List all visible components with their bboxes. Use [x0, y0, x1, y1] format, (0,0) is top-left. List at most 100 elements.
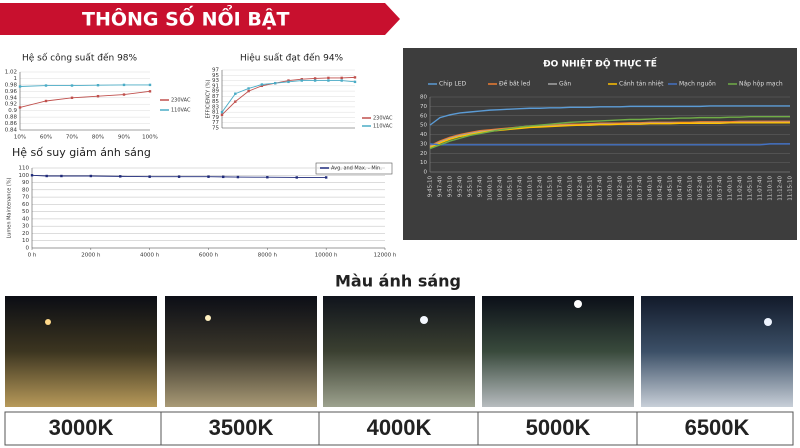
y-tick-label: 77: [212, 120, 219, 126]
point: [287, 80, 290, 84]
point: [274, 81, 277, 85]
y-tick-label: 50: [22, 209, 29, 215]
y-tick-label: 91: [212, 83, 219, 89]
y-tick-label: 20: [420, 151, 427, 157]
point: [313, 79, 317, 82]
legend-label: Đế bắt led: [499, 81, 530, 88]
lamp: [420, 316, 428, 324]
legend-label: Chip LED: [439, 81, 467, 88]
point: [313, 77, 317, 80]
y-tick-label: 10: [22, 238, 29, 244]
series-line: [429, 120, 790, 147]
chart: Hiệu suất đạt đến 94% EFFICIENCY (%) 75777…: [206, 53, 393, 132]
y-tick-label: 79: [212, 115, 219, 121]
x-tick-label: 100%: [142, 135, 158, 141]
color-temp-label: 5000K: [526, 415, 591, 440]
point: [340, 79, 343, 82]
x-tick-label: 10:35:10: [628, 176, 634, 201]
x-tick-label: 10:50:10: [688, 176, 694, 201]
point: [220, 110, 224, 114]
x-tick-label: 0 h: [28, 253, 37, 259]
point: [96, 84, 100, 87]
x-tick-label: 10:55:10: [708, 176, 714, 201]
legend-label: Cánh tản nhiệt: [619, 81, 664, 88]
x-tick-label: 10:02:40: [498, 176, 504, 201]
x-tick-label: 10:22:40: [578, 176, 584, 201]
point: [295, 176, 298, 179]
y-tick-label: 80: [22, 187, 29, 193]
chart: Hệ số công suất đến 98% 0.840.860.880.9 0.…: [5, 53, 191, 141]
point: [234, 100, 237, 103]
point: [353, 76, 357, 79]
y-tick-label: 110: [19, 166, 30, 172]
point: [96, 94, 100, 98]
header-title: THÔNG SỐ NỔI BẬT: [82, 4, 289, 31]
y-tick-label: 0.9: [8, 108, 17, 114]
legend-label: Gân: [559, 81, 571, 88]
y-tick-label: 0.86: [5, 121, 18, 127]
chart-title: Hệ số suy giảm ánh sáng: [12, 146, 151, 159]
x-tick-label: 11:07:40: [758, 176, 764, 201]
section-title: Màu ánh sáng: [335, 272, 461, 291]
x-tick-label: 2000 h: [81, 253, 101, 259]
y-tick-label: 0.94: [5, 95, 18, 101]
x-tick-label: 70%: [66, 135, 78, 141]
point: [148, 83, 152, 87]
x-tick-label: 6000 h: [199, 253, 219, 259]
x-tick-label: 10:27:40: [598, 176, 604, 201]
chart-title: Hệ số công suất đến 98%: [22, 53, 138, 64]
lamp: [764, 318, 772, 326]
legend-label: Nắp hộp mạch: [739, 81, 783, 88]
y-tick-label: 100: [19, 173, 30, 179]
point: [300, 79, 303, 82]
point: [119, 175, 122, 178]
y-tick-label: 1: [14, 76, 18, 82]
x-tick-label: 10:17:40: [558, 176, 564, 201]
y-tick-label: 0.88: [5, 115, 18, 121]
labels: 3000K 3500K 4000K 5000K 6500K: [49, 412, 750, 445]
y-tick-label: 1.02: [5, 70, 17, 76]
lamp: [45, 319, 51, 325]
x-tick-label: 9:50:10: [448, 176, 454, 198]
point: [220, 113, 224, 117]
y-tick-label: 85: [212, 99, 219, 105]
x-tick-label: 10:05:10: [508, 176, 514, 201]
y-tick-label: 60: [420, 113, 427, 119]
point: [45, 174, 48, 178]
legend-label: 230VAC: [171, 98, 191, 104]
point: [234, 92, 237, 95]
x-tick-label: 9:47:40: [438, 176, 444, 198]
x-tick-label: 10:12:40: [538, 176, 544, 201]
y-tick-label: 30: [420, 141, 427, 147]
x-tick-label: 10:25:10: [588, 176, 594, 201]
x-tick-label: 9:57:40: [478, 176, 484, 198]
legend-label: 230VAC: [373, 116, 393, 122]
x-tick-label: 11:02:40: [738, 176, 744, 201]
point: [89, 174, 93, 178]
x-tick-label: 9:45:10: [428, 176, 434, 198]
y-tick-label: 90: [22, 180, 29, 186]
x-tick-label: 10:52:40: [698, 176, 704, 201]
x-tick-label: 10:20:10: [568, 176, 574, 201]
point: [287, 79, 290, 82]
y-tick-label: 0.84: [5, 128, 18, 134]
point: [70, 96, 74, 99]
y-axis-label: Lumen Maintenance (%): [7, 177, 13, 238]
color-temp-label: 4000K: [367, 415, 432, 440]
series-line: [19, 84, 150, 87]
x-tick-label: 10:40:10: [648, 176, 654, 201]
x-tick-label: 11:00:10: [728, 176, 734, 201]
point: [324, 176, 328, 179]
point: [70, 84, 74, 87]
y-tick-label: 93: [212, 78, 219, 84]
x-tick-label: 10000 h: [315, 253, 338, 259]
y-tick-label: 87: [212, 94, 219, 100]
legend-box: [315, 162, 393, 175]
point: [222, 175, 225, 179]
y-tick-label: 80: [420, 95, 427, 101]
x-tick-label: 11:05:10: [748, 176, 754, 201]
legend-label: 110VAC: [373, 124, 393, 130]
y-tick-label: 40: [22, 216, 29, 222]
y-tick-label: 10: [420, 160, 427, 166]
label-row: [4, 411, 794, 446]
